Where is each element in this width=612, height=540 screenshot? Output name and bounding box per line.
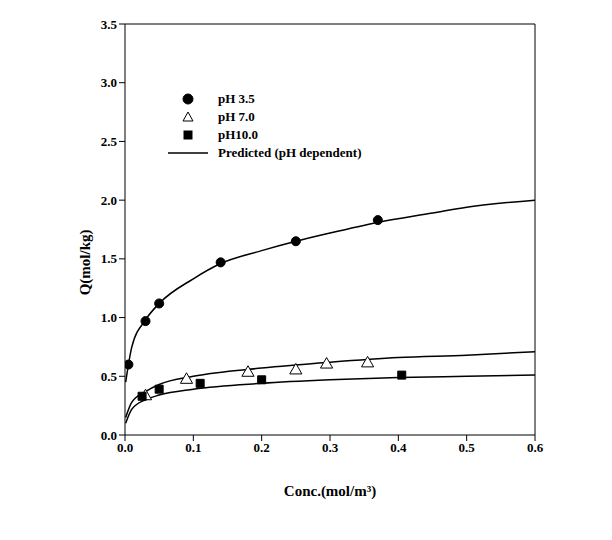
svg-text:0.0: 0.0 [117, 440, 133, 455]
svg-text:0.6: 0.6 [527, 440, 544, 455]
svg-text:2.5: 2.5 [101, 134, 118, 149]
svg-text:0.2: 0.2 [254, 440, 270, 455]
svg-text:3.5: 3.5 [101, 17, 118, 32]
html-text:pH 7.0: pH 7.0 [218, 109, 255, 124]
svg-text:0.4: 0.4 [390, 440, 407, 455]
svg-text:0.0: 0.0 [101, 428, 117, 443]
svg-text:3.0: 3.0 [101, 75, 117, 90]
svg-text:2.0: 2.0 [101, 193, 117, 208]
svg-text:0.5: 0.5 [459, 440, 476, 455]
html-text:Predicted (pH dependent): Predicted (pH dependent) [218, 145, 362, 160]
svg-text:0.5: 0.5 [101, 369, 118, 384]
svg-text:1.0: 1.0 [101, 310, 117, 325]
svg-text:0.1: 0.1 [185, 440, 201, 455]
svg-text:Conc.(mol/m³): Conc.(mol/m³) [284, 483, 376, 500]
html-text:pH10.0: pH10.0 [218, 127, 259, 142]
svg-text:0.3: 0.3 [322, 440, 339, 455]
svg-text:Q(mol/kg): Q(mol/kg) [77, 230, 94, 296]
svg-text:1.5: 1.5 [101, 251, 118, 266]
html-text:pH 3.5: pH 3.5 [218, 91, 255, 106]
